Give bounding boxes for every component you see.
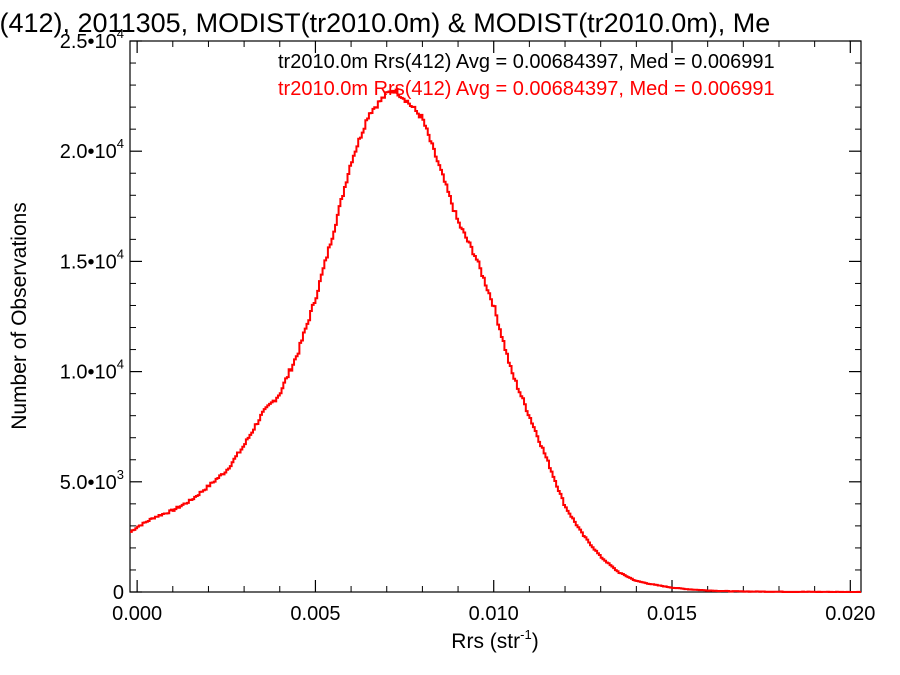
x-axis-label: Rrs (str-1) (451, 627, 538, 653)
y-axis-label: Number of Observations (8, 202, 31, 430)
chart-title: s(412), 2011305, MODIST(tr2010.0m) & MOD… (0, 8, 770, 38)
x-tick-label-2: 0.010 (469, 603, 519, 625)
axis-ticks (130, 40, 861, 593)
y-tick-labels: 0 5.0•103 1.0•104 1.5•104 2.0•104 2.5•104 (60, 26, 124, 604)
y-tick-label-3: 1.5•104 (60, 246, 124, 273)
histogram-series-line (130, 88, 861, 593)
x-tick-label-0: 0.000 (112, 603, 162, 625)
y-tick-label-1: 5.0•103 (60, 467, 124, 494)
x-tick-label-1: 0.005 (290, 603, 340, 625)
y-tick-label-2: 1.0•104 (60, 357, 124, 384)
x-tick-label-4: 0.020 (825, 603, 875, 625)
legend-annotation-black: tr2010.0m Rrs(412) Avg = 0.00684397, Med… (278, 51, 775, 73)
y-tick-label-5: 2.5•104 (60, 26, 124, 53)
y-tick-label-0: 0 (113, 582, 124, 604)
y-tick-label-4: 2.0•104 (60, 136, 124, 163)
x-tick-labels: 0.000 0.005 0.010 0.015 0.020 (112, 603, 875, 625)
legend-annotation-red: tr2010.0m Rrs(412) Avg = 0.00684397, Med… (278, 78, 775, 100)
x-tick-label-3: 0.015 (647, 603, 697, 625)
plot-frame (129, 40, 862, 593)
